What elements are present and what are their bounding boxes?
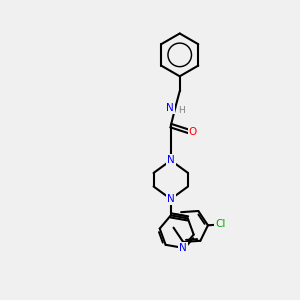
Text: H: H bbox=[178, 106, 185, 115]
Text: O: O bbox=[189, 127, 197, 136]
Text: N: N bbox=[167, 155, 175, 165]
Text: N: N bbox=[166, 103, 174, 113]
Text: Cl: Cl bbox=[215, 220, 226, 230]
Text: N: N bbox=[179, 243, 187, 253]
Text: N: N bbox=[167, 194, 175, 204]
